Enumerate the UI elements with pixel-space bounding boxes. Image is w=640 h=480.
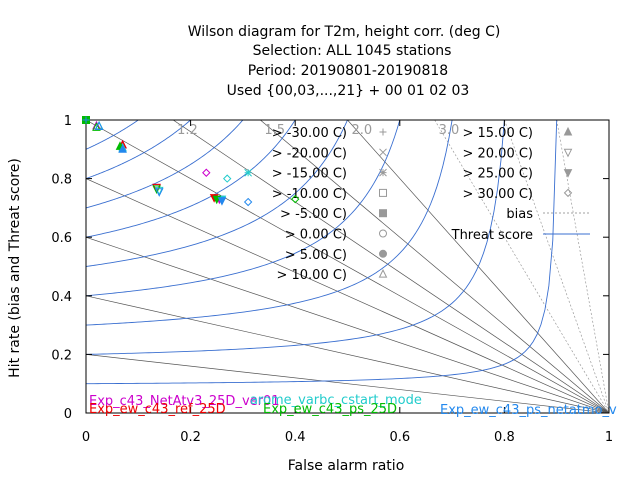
x-tick-label: 0.8: [494, 430, 515, 445]
chart-subtitle-used: Used {00,03,...,21} + 00 01 02 03: [227, 83, 470, 99]
experiment-label: Exp_c43_NetAtv3_25D_ver01: [89, 394, 280, 409]
plot-frame: [85, 119, 610, 414]
legend-threshold-label: > -5.00 C): [280, 207, 347, 222]
legend-threshold-marker: [379, 188, 387, 197]
data-point: [92, 122, 101, 131]
data-point: [244, 168, 252, 177]
legend-threshold-marker: [379, 209, 387, 218]
legend-threshold-label: > -20.00 C): [272, 146, 347, 161]
legend-threshold-marker: [563, 188, 573, 198]
y-tick-label: 1: [64, 114, 72, 129]
data-point: [152, 183, 161, 193]
y-tick-label: 0.8: [51, 173, 72, 188]
plot-area: 1.2 1.5 2.0 3.0 0 0.2 0.4 0.6 0.8 1 0 0.2 0.4 0.6 0.8 1…: [51, 114, 617, 445]
data-point: [217, 197, 227, 206]
threat-score-curve: [86, 120, 558, 385]
threat-score-curve: [86, 120, 401, 297]
threat-score-curve: [86, 120, 139, 150]
legend-threshold-marker: [379, 249, 387, 258]
threat-score-curve: [86, 120, 296, 238]
bias-line: [86, 236, 609, 413]
y-tick-label: 0.4: [51, 290, 72, 305]
chart-subtitle-selection: Selection: ALL 1045 stations: [253, 43, 452, 59]
data-point: [243, 197, 253, 207]
bias-line: [86, 120, 609, 413]
legend-threshold-label: > -15.00 C): [272, 167, 347, 182]
bias-line: [86, 354, 609, 413]
experiment-label: Exp_ew_c43_ps_netatmo_v: [440, 403, 617, 418]
legend-line-label: Threat score: [451, 228, 533, 243]
bias-line: [86, 178, 609, 413]
experiment-label: Exp_ew_c43_ref_25D: [89, 402, 226, 417]
legend-threshold-marker: [563, 148, 573, 158]
data-point: [223, 174, 232, 183]
data-point: [94, 121, 104, 130]
legend-threshold-label: > 20.00 C): [462, 146, 533, 161]
legend-threshold-marker: [378, 268, 388, 278]
chart-subtitle-period: Period: 20190801-20190818: [248, 63, 448, 79]
threat-score-curve: [86, 120, 244, 209]
legend-threshold-label: > 25.00 C): [462, 167, 533, 182]
x-tick-label: 0: [82, 430, 90, 445]
legend-threshold-label: > 30.00 C): [462, 187, 533, 202]
plot-lines-group: [86, 120, 609, 413]
data-point: [290, 194, 300, 204]
bias-line-label: 3.0: [439, 123, 460, 138]
legend-threshold-marker: [563, 126, 573, 136]
data-point: [82, 116, 90, 124]
legend-threshold-label: > -30.00 C): [272, 126, 347, 141]
legend-threshold-label: > -10.00 C): [272, 187, 347, 202]
experiment-label: Exp_ew_c43_ps_25D: [263, 402, 397, 417]
data-point: [202, 168, 211, 177]
legend-threshold-marker: [379, 168, 387, 177]
x-tick-label: 0.4: [285, 430, 306, 445]
bias-line: [260, 120, 609, 413]
legend-threshold-label: > 0.00 C): [285, 228, 347, 243]
bias-line: [434, 120, 609, 413]
y-tick-label: 0.2: [51, 348, 72, 363]
chart-title: Wilson diagram for T2m, height corr. (de…: [188, 24, 501, 40]
threat-score-curve: [86, 120, 505, 355]
y-axis-label: Hit rate (bias and Threat score): [7, 158, 23, 378]
y-tick-label: 0.6: [51, 231, 72, 246]
bias-line-label: 2.0: [352, 123, 373, 138]
x-tick-label: 1: [605, 430, 613, 445]
x-axis-label: False alarm ratio: [288, 458, 405, 474]
experiment-label: arome_varbc_cstart_mode: [250, 393, 422, 408]
bias-line: [172, 120, 609, 413]
legend-threshold-label: > 10.00 C): [276, 268, 347, 283]
data-point: [152, 185, 161, 194]
legend-threshold-label: > 5.00 C): [285, 248, 347, 263]
threat-score-curve: [86, 120, 191, 180]
x-tick-label: 0.2: [180, 430, 201, 445]
threat-score-curve: [86, 120, 348, 267]
x-tick-label: 0.6: [389, 430, 410, 445]
bias-line: [556, 120, 609, 413]
bias-line-label: 1.2: [177, 123, 198, 138]
bias-line-label: 1.5: [264, 123, 285, 138]
legend-line-label: bias: [506, 207, 533, 222]
legend-threshold-label: > 15.00 C): [462, 126, 533, 141]
y-tick-label: 0: [64, 407, 72, 422]
legend-threshold-marker: [379, 148, 387, 157]
data-point: [154, 188, 164, 197]
data-point: [118, 144, 127, 153]
legend-threshold-marker: [379, 128, 387, 136]
legend-threshold-marker: [563, 169, 573, 178]
bias-line: [86, 295, 609, 413]
threat-score-curve: [86, 120, 453, 326]
legend-threshold-marker: [379, 229, 387, 238]
